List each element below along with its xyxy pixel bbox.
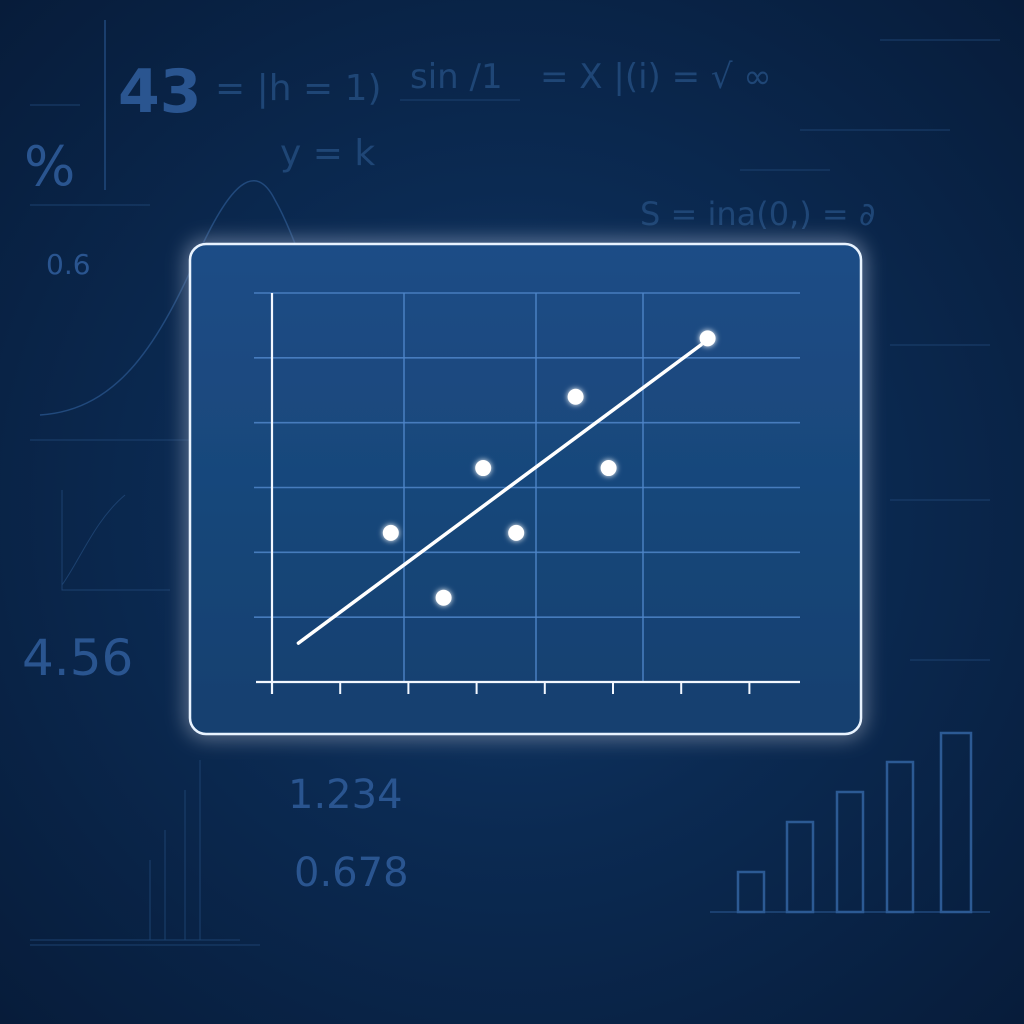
bg-formula-2: sin ∕1	[410, 57, 503, 97]
trend-line	[296, 343, 703, 645]
bg-value-percent: %	[24, 135, 75, 198]
bg-value-0-678: 0.678	[294, 850, 409, 896]
data-point	[600, 460, 617, 477]
data-point	[699, 330, 716, 347]
chart-grid	[254, 292, 800, 682]
data-point	[435, 589, 452, 606]
data-point	[475, 460, 492, 477]
bg-value-43: 43	[118, 57, 202, 127]
bar-chart-decoration-left	[30, 760, 240, 941]
mini-plot-decoration	[61, 490, 170, 591]
chart-axes	[256, 293, 800, 694]
chart-trend	[296, 343, 703, 645]
bg-formula-3: = X |(i) = √ ∞	[540, 57, 772, 97]
bar-chart-decoration-right	[710, 731, 990, 914]
background-decoration: 43 % 0.6 4.56 1.234 0.678 = |h = 1) sin …	[22, 20, 1000, 946]
data-point	[508, 524, 525, 541]
chart-panel	[188, 242, 863, 736]
chart-panel-frame	[188, 242, 863, 736]
chart-x-ticks	[271, 682, 751, 694]
data-point	[382, 524, 399, 541]
bg-formula-4: y = k	[280, 133, 375, 174]
chart-points	[382, 330, 716, 606]
bg-value-0-6: 0.6	[46, 248, 91, 281]
bg-value-1-234: 1.234	[288, 772, 403, 818]
bg-formula-1: = |h = 1)	[215, 68, 382, 109]
bg-formula-5: S = ina(0,) = ∂	[640, 195, 875, 233]
bg-value-4-56: 4.56	[22, 629, 133, 687]
data-point	[567, 388, 584, 405]
